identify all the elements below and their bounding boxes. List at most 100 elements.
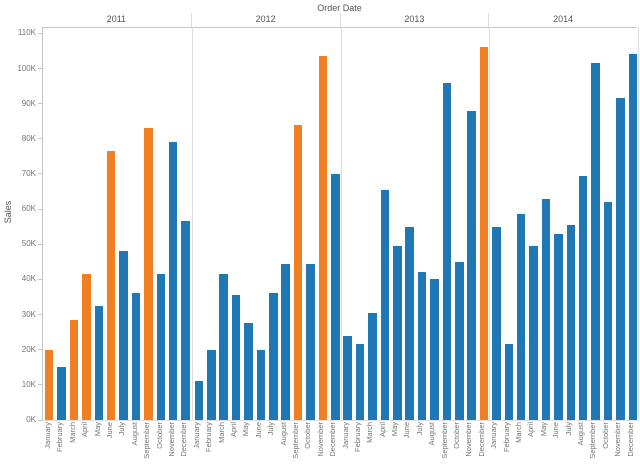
bar-2012-January[interactable] — [194, 381, 204, 420]
month-label-2014-August[interactable]: August — [576, 422, 586, 446]
bar-2011-October[interactable] — [156, 274, 165, 420]
month-label-2014-March[interactable]: March — [514, 422, 524, 443]
bar-2011-September[interactable] — [144, 128, 153, 420]
month-label-2012-April[interactable]: April — [228, 422, 238, 438]
bar-2013-January[interactable] — [343, 335, 352, 420]
bar-2012-March[interactable] — [219, 274, 228, 420]
bar-2014-January[interactable] — [492, 226, 501, 420]
month-label-2013-July[interactable]: July — [414, 422, 424, 436]
year-header-2011[interactable]: 2011 — [106, 14, 127, 24]
bar-2013-October[interactable] — [455, 261, 464, 420]
month-label-2013-August[interactable]: August — [427, 422, 437, 446]
bar-2011-August[interactable] — [131, 293, 141, 420]
year-header-2013[interactable]: 2013 — [339, 13, 489, 27]
bar-2014-March[interactable] — [516, 214, 526, 420]
month-label-2011-February[interactable]: February — [55, 422, 65, 453]
month-label-2012-February[interactable]: February — [204, 422, 214, 453]
month-label-2013-January[interactable]: January — [340, 422, 350, 449]
bar-2013-July[interactable] — [417, 272, 427, 420]
month-label-2012-January[interactable]: January — [191, 422, 201, 449]
bar-2011-December[interactable] — [181, 221, 190, 420]
bar-2012-November[interactable] — [318, 56, 328, 420]
bar-2011-May[interactable] — [94, 305, 104, 420]
bar-2012-October[interactable] — [306, 263, 315, 420]
bar-2013-May[interactable] — [393, 246, 402, 420]
bar-2011-January[interactable] — [44, 349, 54, 420]
bar-2014-November[interactable] — [616, 98, 625, 420]
bar-2014-July[interactable] — [566, 224, 576, 420]
month-label-2013-October[interactable]: October — [452, 422, 462, 449]
month-label-2013-December[interactable]: December — [476, 422, 486, 457]
bar-2013-September[interactable] — [442, 82, 452, 420]
month-label-2013-February[interactable]: February — [352, 422, 362, 453]
bar-2012-December[interactable] — [331, 173, 340, 420]
month-label-2011-April[interactable]: April — [80, 422, 90, 438]
month-label-2014-February[interactable]: February — [501, 422, 511, 453]
bar-2014-April[interactable] — [529, 246, 538, 420]
bar-2014-September[interactable] — [591, 63, 600, 420]
bar-2013-November[interactable] — [467, 110, 476, 420]
month-label-2013-November[interactable]: November — [464, 422, 474, 457]
bar-2014-February[interactable] — [504, 344, 514, 420]
month-label-2013-March[interactable]: March — [365, 422, 375, 443]
bar-2011-July[interactable] — [119, 251, 128, 420]
year-header-2014[interactable]: 2014 — [488, 13, 637, 27]
bar-2012-August[interactable] — [281, 263, 290, 420]
bar-2013-June[interactable] — [405, 226, 414, 420]
bar-2012-June[interactable] — [256, 349, 266, 420]
month-label-2014-September[interactable]: September — [588, 422, 598, 459]
bar-2013-March[interactable] — [368, 312, 377, 420]
bar-2013-December[interactable] — [479, 47, 489, 420]
bar-2011-June[interactable] — [106, 151, 116, 420]
month-label-2012-October[interactable]: October — [303, 422, 313, 449]
month-label-2012-August[interactable]: August — [278, 422, 288, 446]
month-label-2011-January[interactable]: January — [43, 422, 52, 449]
bar-2011-November[interactable] — [168, 142, 178, 420]
bar-2012-July[interactable] — [269, 293, 278, 420]
month-label-2014-May[interactable]: May — [538, 422, 548, 437]
bar-2014-May[interactable] — [541, 198, 551, 420]
bar-2012-May[interactable] — [244, 323, 253, 420]
month-label-2011-December[interactable]: December — [179, 422, 189, 457]
bar-2014-October[interactable] — [603, 202, 613, 420]
bar-2013-April[interactable] — [380, 189, 390, 420]
bar-2014-August[interactable] — [578, 175, 588, 420]
bar-2012-September[interactable] — [293, 124, 303, 420]
month-label-2014-November[interactable]: November — [613, 422, 623, 457]
month-label-2013-May[interactable]: May — [390, 422, 400, 437]
month-label-2011-July[interactable]: July — [117, 422, 127, 436]
month-label-2013-June[interactable]: June — [402, 422, 412, 439]
bar-2013-August[interactable] — [430, 279, 439, 420]
bar-2011-April[interactable] — [82, 274, 91, 420]
month-label-2014-October[interactable]: October — [600, 422, 610, 449]
bar-2011-March[interactable] — [69, 319, 79, 420]
month-label-2011-May[interactable]: May — [92, 422, 102, 437]
month-label-2012-March[interactable]: March — [216, 422, 226, 443]
bar-2014-June[interactable] — [554, 233, 563, 420]
month-label-2014-July[interactable]: July — [563, 422, 573, 436]
month-label-2011-September[interactable]: September — [142, 422, 152, 459]
month-label-2011-October[interactable]: October — [154, 422, 164, 449]
year-header-2012[interactable]: 2012 — [190, 13, 340, 27]
month-label-2014-April[interactable]: April — [526, 422, 536, 438]
month-label-2011-August[interactable]: August — [129, 422, 139, 446]
month-label-2012-November[interactable]: November — [315, 422, 325, 457]
bar-2012-February[interactable] — [207, 349, 216, 420]
month-label-2011-March[interactable]: March — [67, 422, 77, 443]
month-label-2013-April[interactable]: April — [377, 422, 387, 438]
month-label-2012-June[interactable]: June — [253, 422, 263, 439]
month-label-2011-November[interactable]: November — [166, 422, 176, 457]
month-label-2011-June[interactable]: June — [104, 422, 114, 439]
bar-2012-April[interactable] — [231, 295, 241, 420]
month-label-2014-December[interactable]: December — [625, 422, 635, 457]
bar-2013-February[interactable] — [355, 344, 365, 420]
month-label-2012-September[interactable]: September — [290, 422, 300, 459]
bar-2014-December[interactable] — [628, 54, 638, 420]
month-label-2014-June[interactable]: June — [551, 422, 561, 439]
month-label-2014-January[interactable]: January — [489, 422, 499, 449]
month-label-2013-September[interactable]: September — [439, 422, 449, 459]
month-label-2012-December[interactable]: December — [328, 422, 338, 457]
bar-2011-February[interactable] — [57, 367, 66, 420]
month-label-2012-July[interactable]: July — [266, 422, 276, 436]
month-label-2012-May[interactable]: May — [241, 422, 251, 437]
